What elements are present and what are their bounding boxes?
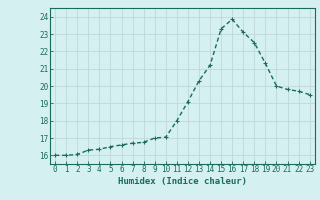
X-axis label: Humidex (Indice chaleur): Humidex (Indice chaleur) xyxy=(118,177,247,186)
